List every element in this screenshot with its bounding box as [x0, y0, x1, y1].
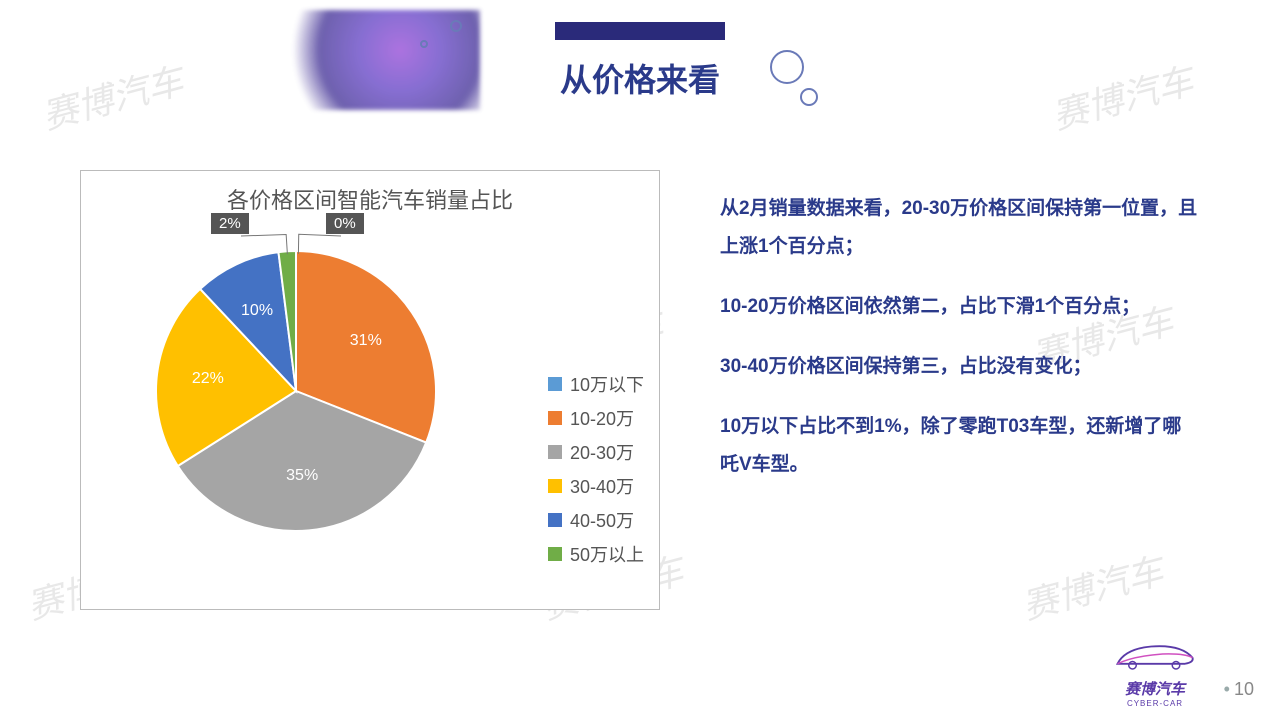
- legend-item: 40-50万: [548, 507, 644, 533]
- slice-callout-0pct: 0%: [326, 213, 364, 234]
- slice-label-31: 31%: [350, 332, 382, 350]
- watermark: 赛博汽车: [1046, 52, 1199, 140]
- logo-text: 赛博汽车: [1110, 678, 1200, 699]
- slice-label-10: 10%: [241, 302, 273, 320]
- legend-label: 50万以上: [570, 541, 644, 567]
- analysis-paragraph: 从2月销量数据来看，20-30万价格区间保持第一位置，且上涨1个百分点；: [720, 190, 1200, 266]
- analysis-text: 从2月销量数据来看，20-30万价格区间保持第一位置，且上涨1个百分点； 10-…: [720, 190, 1200, 506]
- pie-chart-container: 各价格区间智能汽车销量占比 2% 0% 31% 35% 22% 10% 10万以…: [80, 170, 660, 610]
- logo-subtext: CYBER-CAR: [1110, 699, 1200, 708]
- legend-swatch: [548, 479, 562, 493]
- car-icon: [1110, 635, 1200, 673]
- watermark: 赛博汽车: [1016, 542, 1169, 630]
- legend-label: 40-50万: [570, 507, 634, 533]
- legend-item: 50万以上: [548, 541, 644, 567]
- chart-title: 各价格区间智能汽车销量占比: [81, 183, 659, 215]
- analysis-paragraph: 10万以下占比不到1%，除了零跑T03车型，还新增了哪吒V车型。: [720, 408, 1200, 484]
- bubble-decor: [420, 40, 428, 48]
- legend-swatch: [548, 547, 562, 561]
- legend-item: 20-30万: [548, 439, 644, 465]
- legend-item: 30-40万: [548, 473, 644, 499]
- legend-item: 10-20万: [548, 405, 644, 431]
- header-bar: [555, 22, 725, 40]
- bubble-decor: [450, 20, 462, 32]
- bubble-decor: [800, 88, 818, 106]
- page-number: 10: [1224, 679, 1254, 700]
- legend-swatch: [548, 445, 562, 459]
- pie-chart: [136, 231, 456, 551]
- analysis-paragraph: 10-20万价格区间依然第二，占比下滑1个百分点；: [720, 288, 1200, 326]
- analysis-paragraph: 30-40万价格区间保持第三，占比没有变化；: [720, 348, 1200, 386]
- legend-swatch: [548, 411, 562, 425]
- page-title: 从价格来看: [560, 55, 720, 101]
- legend-swatch: [548, 513, 562, 527]
- slice-callout-2pct: 2%: [211, 213, 249, 234]
- slice-label-22: 22%: [192, 370, 224, 388]
- slice-label-35: 35%: [286, 467, 318, 485]
- legend-label: 30-40万: [570, 473, 634, 499]
- bubble-decor: [770, 50, 804, 84]
- legend-label: 20-30万: [570, 439, 634, 465]
- legend-label: 10-20万: [570, 405, 634, 431]
- chart-legend: 10万以下 10-20万 20-30万 30-40万 40-50万 50万以上: [548, 371, 644, 575]
- brand-logo: 赛博汽车 CYBER-CAR: [1110, 635, 1200, 708]
- legend-item: 10万以下: [548, 371, 644, 397]
- watermark: 赛博汽车: [36, 52, 189, 140]
- legend-swatch: [548, 377, 562, 391]
- legend-label: 10万以下: [570, 371, 644, 397]
